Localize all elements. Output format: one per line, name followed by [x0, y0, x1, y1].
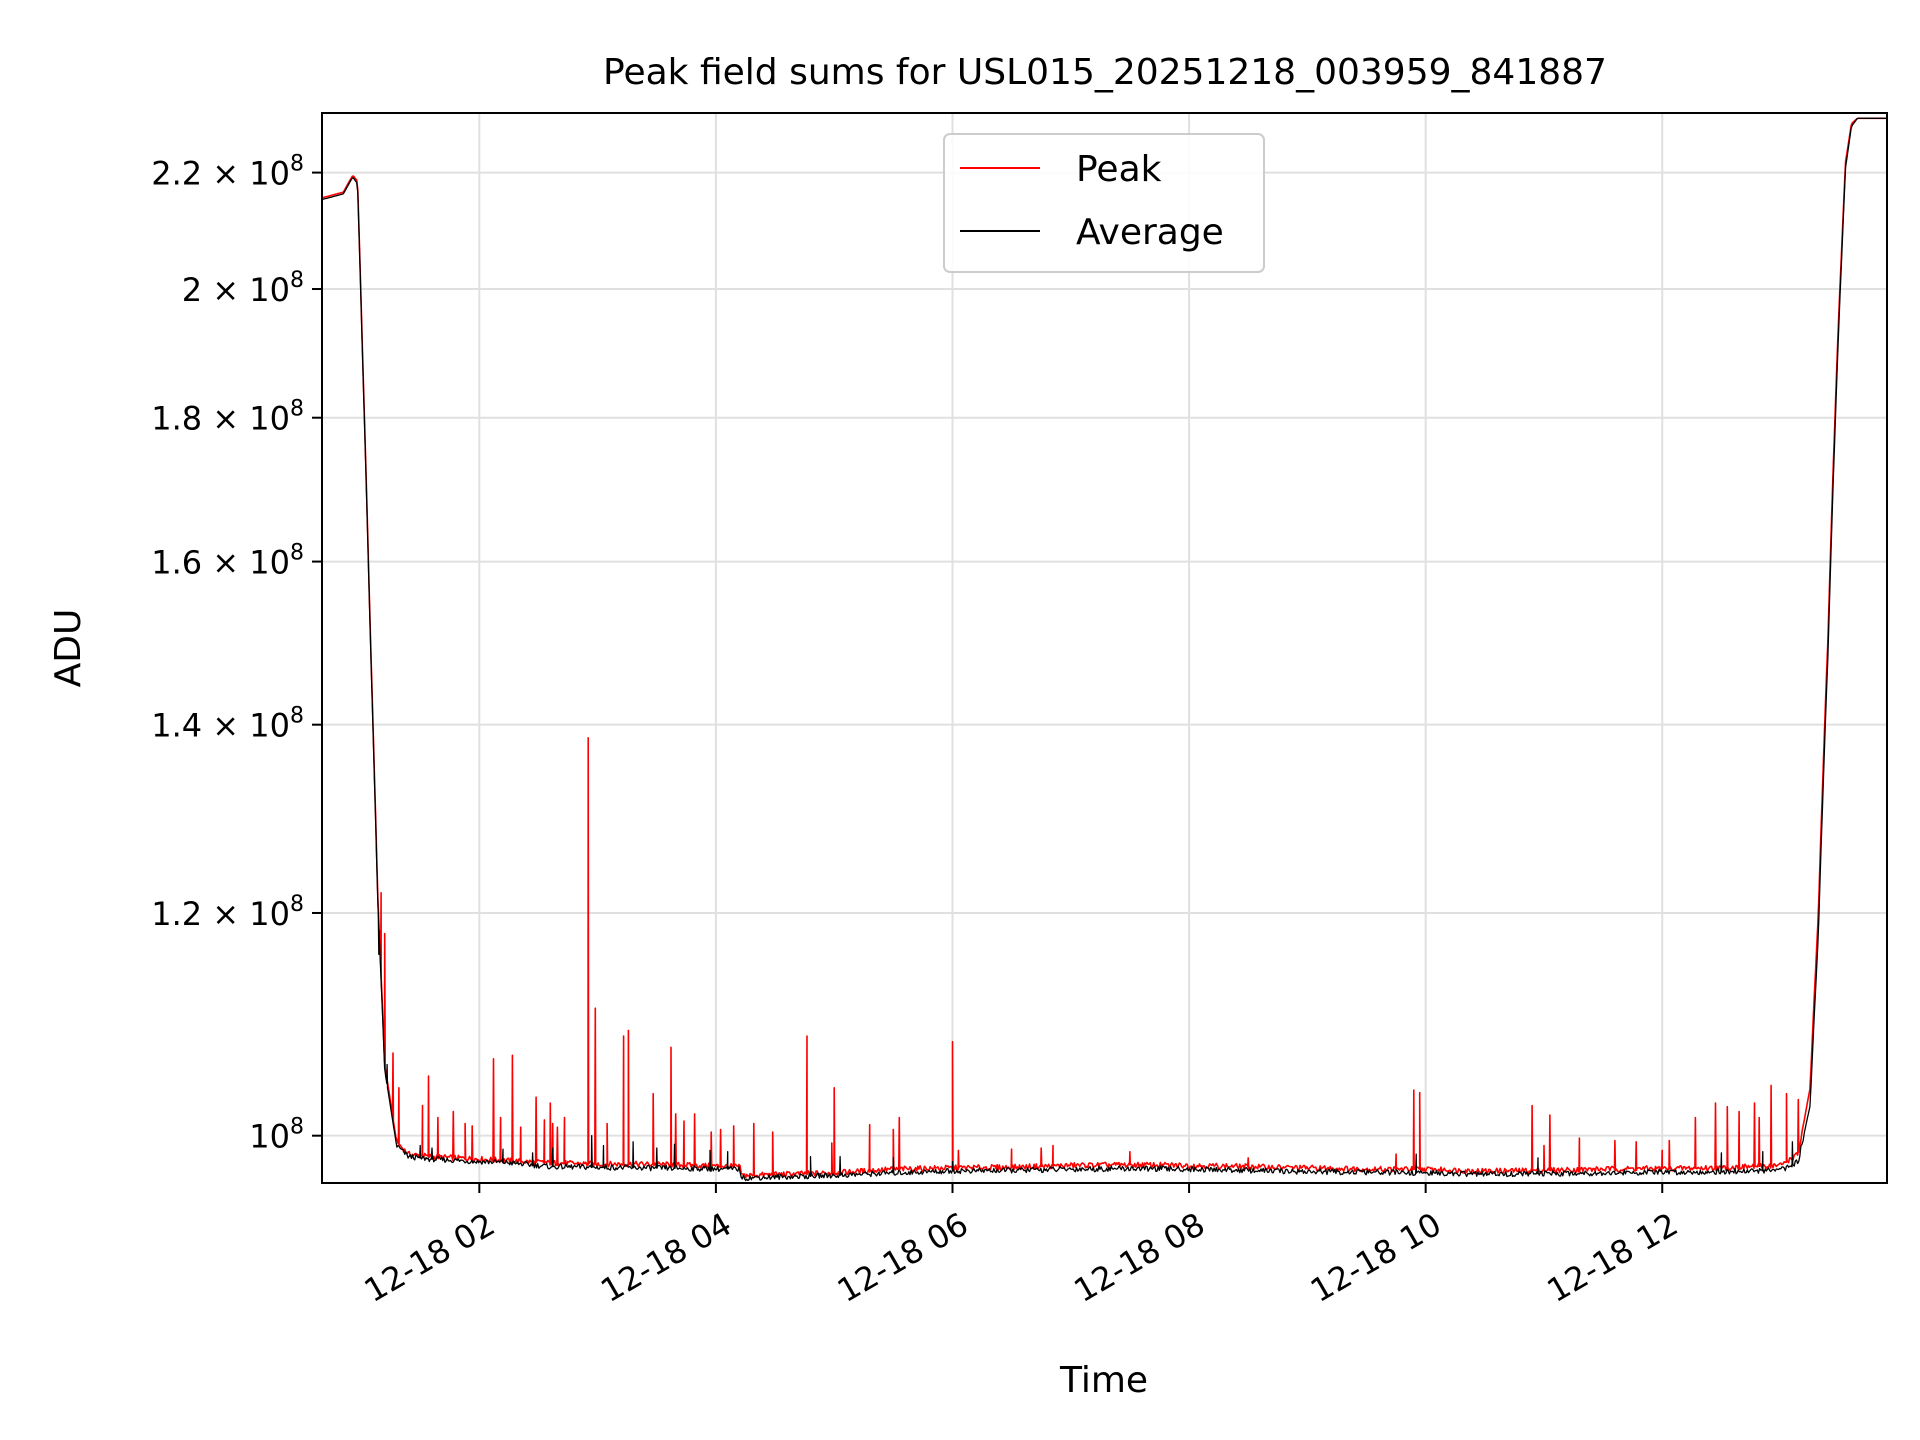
x-tick-label: 12-18 04 [594, 1205, 738, 1310]
x-axis: 12-18 02 12-18 04 12-18 06 12-18 08 12-18 10… [358, 1183, 1685, 1310]
x-tick-label: 12-18 08 [1067, 1205, 1211, 1310]
chart-title: Peak field sums for USL015_20251218_0039… [603, 52, 1607, 93]
y-tick-label: 1.6 × 108 [151, 541, 304, 582]
legend-average-label: Average [1076, 212, 1224, 253]
x-tick-label: 12-18 12 [1541, 1205, 1685, 1310]
y-tick-label: 2.2 × 108 [151, 152, 304, 193]
x-tick-label: 12-18 10 [1304, 1205, 1448, 1310]
x-tick-label: 12-18 06 [831, 1205, 975, 1310]
x-axis-label: Time [1059, 1360, 1148, 1401]
series-line-average [321, 117, 1887, 1182]
legend: Peak Average [943, 133, 1265, 273]
y-tick-label: 1.4 × 108 [151, 704, 304, 745]
y-tick-label: 1.2 × 108 [151, 892, 304, 933]
x-tick-label: 12-18 02 [358, 1205, 502, 1310]
y-tick-label: 2 × 108 [182, 268, 304, 309]
series-line-peak [321, 117, 1887, 1179]
legend-peak-label: Peak [1076, 149, 1162, 190]
plot-lines [321, 117, 1887, 1182]
y-tick-label: 1.8 × 108 [151, 397, 304, 438]
y-axis: 108 1.2 × 108 1.4 × 108 1.6 × 108 1.8 × 108 2… [151, 152, 322, 1156]
grid [322, 113, 1887, 1183]
y-tick-label: 108 [249, 1115, 304, 1156]
plot-frame [321, 112, 1888, 1184]
y-axis-label: ADU [48, 609, 89, 688]
